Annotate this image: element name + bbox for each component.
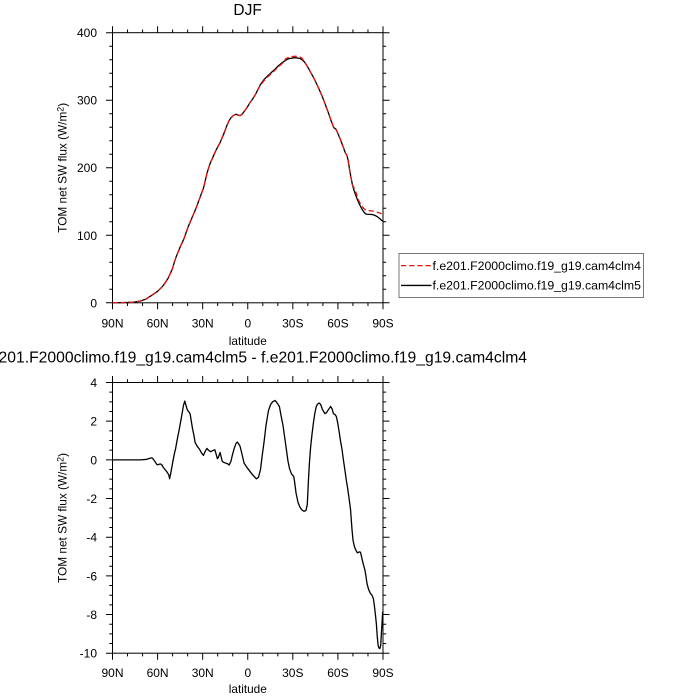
svg-text:60S: 60S: [327, 316, 348, 330]
svg-text:-2: -2: [86, 492, 97, 506]
svg-text:0: 0: [90, 296, 97, 310]
svg-text:latitude: latitude: [229, 334, 267, 348]
svg-text:DJF: DJF: [233, 2, 261, 19]
svg-text:0: 0: [244, 316, 251, 330]
svg-text:latitude: latitude: [229, 682, 267, 696]
svg-text:f.e201.F2000climo.f19_g19.cam4: f.e201.F2000climo.f19_g19.cam4clm4: [433, 259, 642, 273]
svg-text:30S: 30S: [282, 666, 303, 680]
svg-text:-6: -6: [86, 569, 97, 583]
svg-text:-10: -10: [80, 647, 98, 661]
svg-text:-4: -4: [86, 531, 97, 545]
svg-text:0: 0: [244, 666, 251, 680]
svg-text:f.e201.F2000climo.f19_g19.cam4: f.e201.F2000climo.f19_g19.cam4clm5: [433, 279, 642, 293]
svg-text:4: 4: [90, 376, 97, 390]
svg-text:60N: 60N: [147, 666, 169, 680]
svg-text:400: 400: [77, 26, 97, 40]
svg-text:60N: 60N: [147, 316, 169, 330]
svg-text:30S: 30S: [282, 316, 303, 330]
svg-text:60S: 60S: [327, 666, 348, 680]
svg-text:90S: 90S: [372, 666, 393, 680]
svg-text:2: 2: [90, 415, 97, 429]
svg-text:30N: 30N: [192, 666, 214, 680]
svg-text:-8: -8: [86, 608, 97, 622]
svg-text:100: 100: [77, 229, 97, 243]
svg-text:90S: 90S: [372, 316, 393, 330]
svg-text:TOM net SW flux (W/m2): TOM net SW flux (W/m2): [56, 453, 70, 583]
svg-text:90N: 90N: [101, 666, 123, 680]
svg-text:0: 0: [90, 453, 97, 467]
svg-text:TOM net SW flux (W/m2): TOM net SW flux (W/m2): [56, 103, 70, 233]
svg-text:300: 300: [77, 94, 97, 108]
svg-text:f.e201.F2000climo.f19_g19.cam4: f.e201.F2000climo.f19_g19.cam4clm5 - f.e…: [0, 350, 527, 367]
svg-text:90N: 90N: [101, 316, 123, 330]
svg-text:30N: 30N: [192, 316, 214, 330]
svg-text:200: 200: [77, 161, 97, 175]
